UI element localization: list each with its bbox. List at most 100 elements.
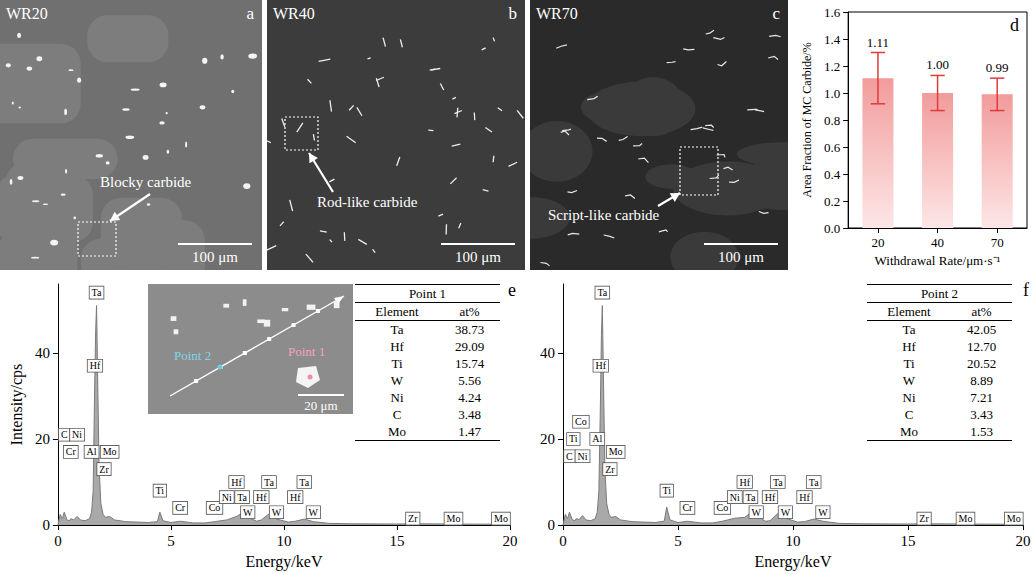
svg-text:c: c — [772, 4, 780, 23]
svg-text:Zr: Zr — [408, 513, 418, 524]
svg-text:Hf: Hf — [290, 492, 301, 503]
svg-text:Al: Al — [592, 433, 602, 444]
svg-text:0.4: 0.4 — [824, 167, 841, 182]
svg-text:C: C — [566, 451, 573, 462]
svg-text:15: 15 — [901, 533, 916, 549]
svg-text:5: 5 — [674, 533, 682, 549]
svg-text:1.11: 1.11 — [867, 35, 889, 50]
svg-text:70: 70 — [991, 235, 1004, 250]
svg-text:15: 15 — [389, 533, 404, 549]
svg-text:100 μm: 100 μm — [718, 249, 764, 265]
svg-text:Hf: Hf — [739, 477, 750, 488]
svg-text:Ni: Ni — [730, 492, 740, 503]
svg-text:Co: Co — [575, 416, 587, 427]
svg-text:Hf: Hf — [90, 360, 101, 371]
svg-text:Ti: Ti — [569, 433, 578, 444]
svg-text:WR70: WR70 — [536, 5, 578, 22]
svg-text:Hf: Hf — [799, 492, 810, 503]
svg-text:Hf: Hf — [231, 477, 242, 488]
svg-text:Intensity/cps: Intensity/cps — [8, 364, 26, 446]
svg-text:C: C — [61, 429, 68, 440]
svg-text:W: W — [751, 507, 761, 518]
svg-text:Hf: Hf — [256, 492, 267, 503]
svg-text:40: 40 — [35, 345, 50, 361]
svg-text:Energy/keV: Energy/keV — [245, 553, 322, 571]
svg-text:20 μm: 20 μm — [304, 398, 337, 413]
svg-text:20: 20 — [540, 431, 555, 447]
svg-text:40: 40 — [540, 345, 555, 361]
svg-text:Mo: Mo — [494, 513, 508, 524]
svg-text:Ni: Ni — [578, 451, 588, 462]
svg-text:0: 0 — [42, 517, 50, 533]
svg-text:1.4: 1.4 — [824, 32, 841, 47]
svg-text:40: 40 — [931, 235, 944, 250]
svg-text:Withdrawal Rate/μm·s⁻¹: Withdrawal Rate/μm·s⁻¹ — [875, 253, 1001, 268]
svg-text:Rod-like carbide: Rod-like carbide — [317, 194, 418, 210]
svg-text:Ta: Ta — [597, 287, 607, 298]
svg-text:Point 1: Point 1 — [288, 344, 325, 359]
svg-text:Cr: Cr — [66, 446, 77, 457]
svg-text:Mo: Mo — [959, 513, 973, 524]
svg-text:Mo: Mo — [1007, 513, 1021, 524]
svg-text:10: 10 — [276, 533, 291, 549]
svg-text:Hf: Hf — [595, 360, 606, 371]
svg-text:1.2: 1.2 — [824, 59, 840, 74]
svg-text:100 μm: 100 μm — [192, 249, 238, 265]
svg-text:a: a — [246, 4, 254, 23]
svg-text:Ni: Ni — [222, 492, 232, 503]
svg-text:Ta: Ta — [264, 477, 274, 488]
svg-text:Mo: Mo — [103, 446, 117, 457]
svg-text:0.6: 0.6 — [824, 140, 841, 155]
svg-text:b: b — [509, 4, 518, 23]
svg-text:1.00: 1.00 — [926, 57, 949, 72]
svg-text:1.6: 1.6 — [824, 5, 841, 20]
svg-text:Zr: Zr — [919, 513, 929, 524]
svg-text:Mo: Mo — [447, 513, 461, 524]
svg-text:0.8: 0.8 — [824, 113, 840, 128]
svg-text:1.0: 1.0 — [824, 86, 840, 101]
svg-text:Ta: Ta — [809, 477, 819, 488]
svg-text:0.2: 0.2 — [824, 194, 840, 209]
svg-text:5: 5 — [167, 533, 175, 549]
svg-text:Energy/keV: Energy/keV — [754, 553, 831, 571]
svg-text:WR40: WR40 — [273, 5, 315, 22]
svg-text:20: 20 — [35, 431, 50, 447]
svg-text:Cr: Cr — [175, 502, 186, 513]
svg-text:Ni: Ni — [72, 429, 82, 440]
svg-text:Script-like carbide: Script-like carbide — [548, 207, 660, 223]
svg-text:Cr: Cr — [682, 502, 693, 513]
svg-text:0.0: 0.0 — [824, 221, 840, 236]
svg-text:Ta: Ta — [746, 492, 756, 503]
svg-text:W: W — [818, 507, 828, 518]
svg-text:d: d — [1010, 15, 1019, 35]
svg-text:Point 2: Point 2 — [174, 348, 211, 363]
svg-text:Ta: Ta — [92, 287, 102, 298]
svg-text:Co: Co — [717, 502, 729, 513]
svg-text:Blocky carbide: Blocky carbide — [100, 174, 192, 190]
svg-text:20: 20 — [503, 533, 518, 549]
svg-text:Ti: Ti — [662, 485, 671, 496]
svg-text:Zr: Zr — [99, 464, 109, 475]
svg-text:W: W — [272, 507, 282, 518]
svg-text:10: 10 — [786, 533, 801, 549]
svg-text:W: W — [243, 507, 253, 518]
svg-text:Hf: Hf — [765, 492, 776, 503]
svg-text:WR20: WR20 — [6, 5, 48, 22]
svg-text:20: 20 — [871, 235, 884, 250]
svg-text:Ta: Ta — [237, 492, 247, 503]
svg-text:Ti: Ti — [156, 485, 165, 496]
svg-text:Zr: Zr — [605, 464, 615, 475]
svg-text:0.99: 0.99 — [986, 60, 1009, 75]
svg-text:Al: Al — [87, 446, 97, 457]
svg-text:20: 20 — [1016, 533, 1031, 549]
svg-text:Mo: Mo — [609, 446, 623, 457]
svg-text:Ta: Ta — [773, 477, 783, 488]
svg-text:Co: Co — [209, 502, 221, 513]
svg-text:W: W — [781, 507, 791, 518]
svg-text:0: 0 — [559, 533, 567, 549]
svg-text:0: 0 — [548, 517, 556, 533]
svg-text:Ta: Ta — [299, 477, 309, 488]
svg-text:100 μm: 100 μm — [455, 249, 501, 265]
svg-text:Area Fraction of MC Carbide/%: Area Fraction of MC Carbide/% — [800, 42, 814, 197]
svg-text:W: W — [309, 507, 319, 518]
